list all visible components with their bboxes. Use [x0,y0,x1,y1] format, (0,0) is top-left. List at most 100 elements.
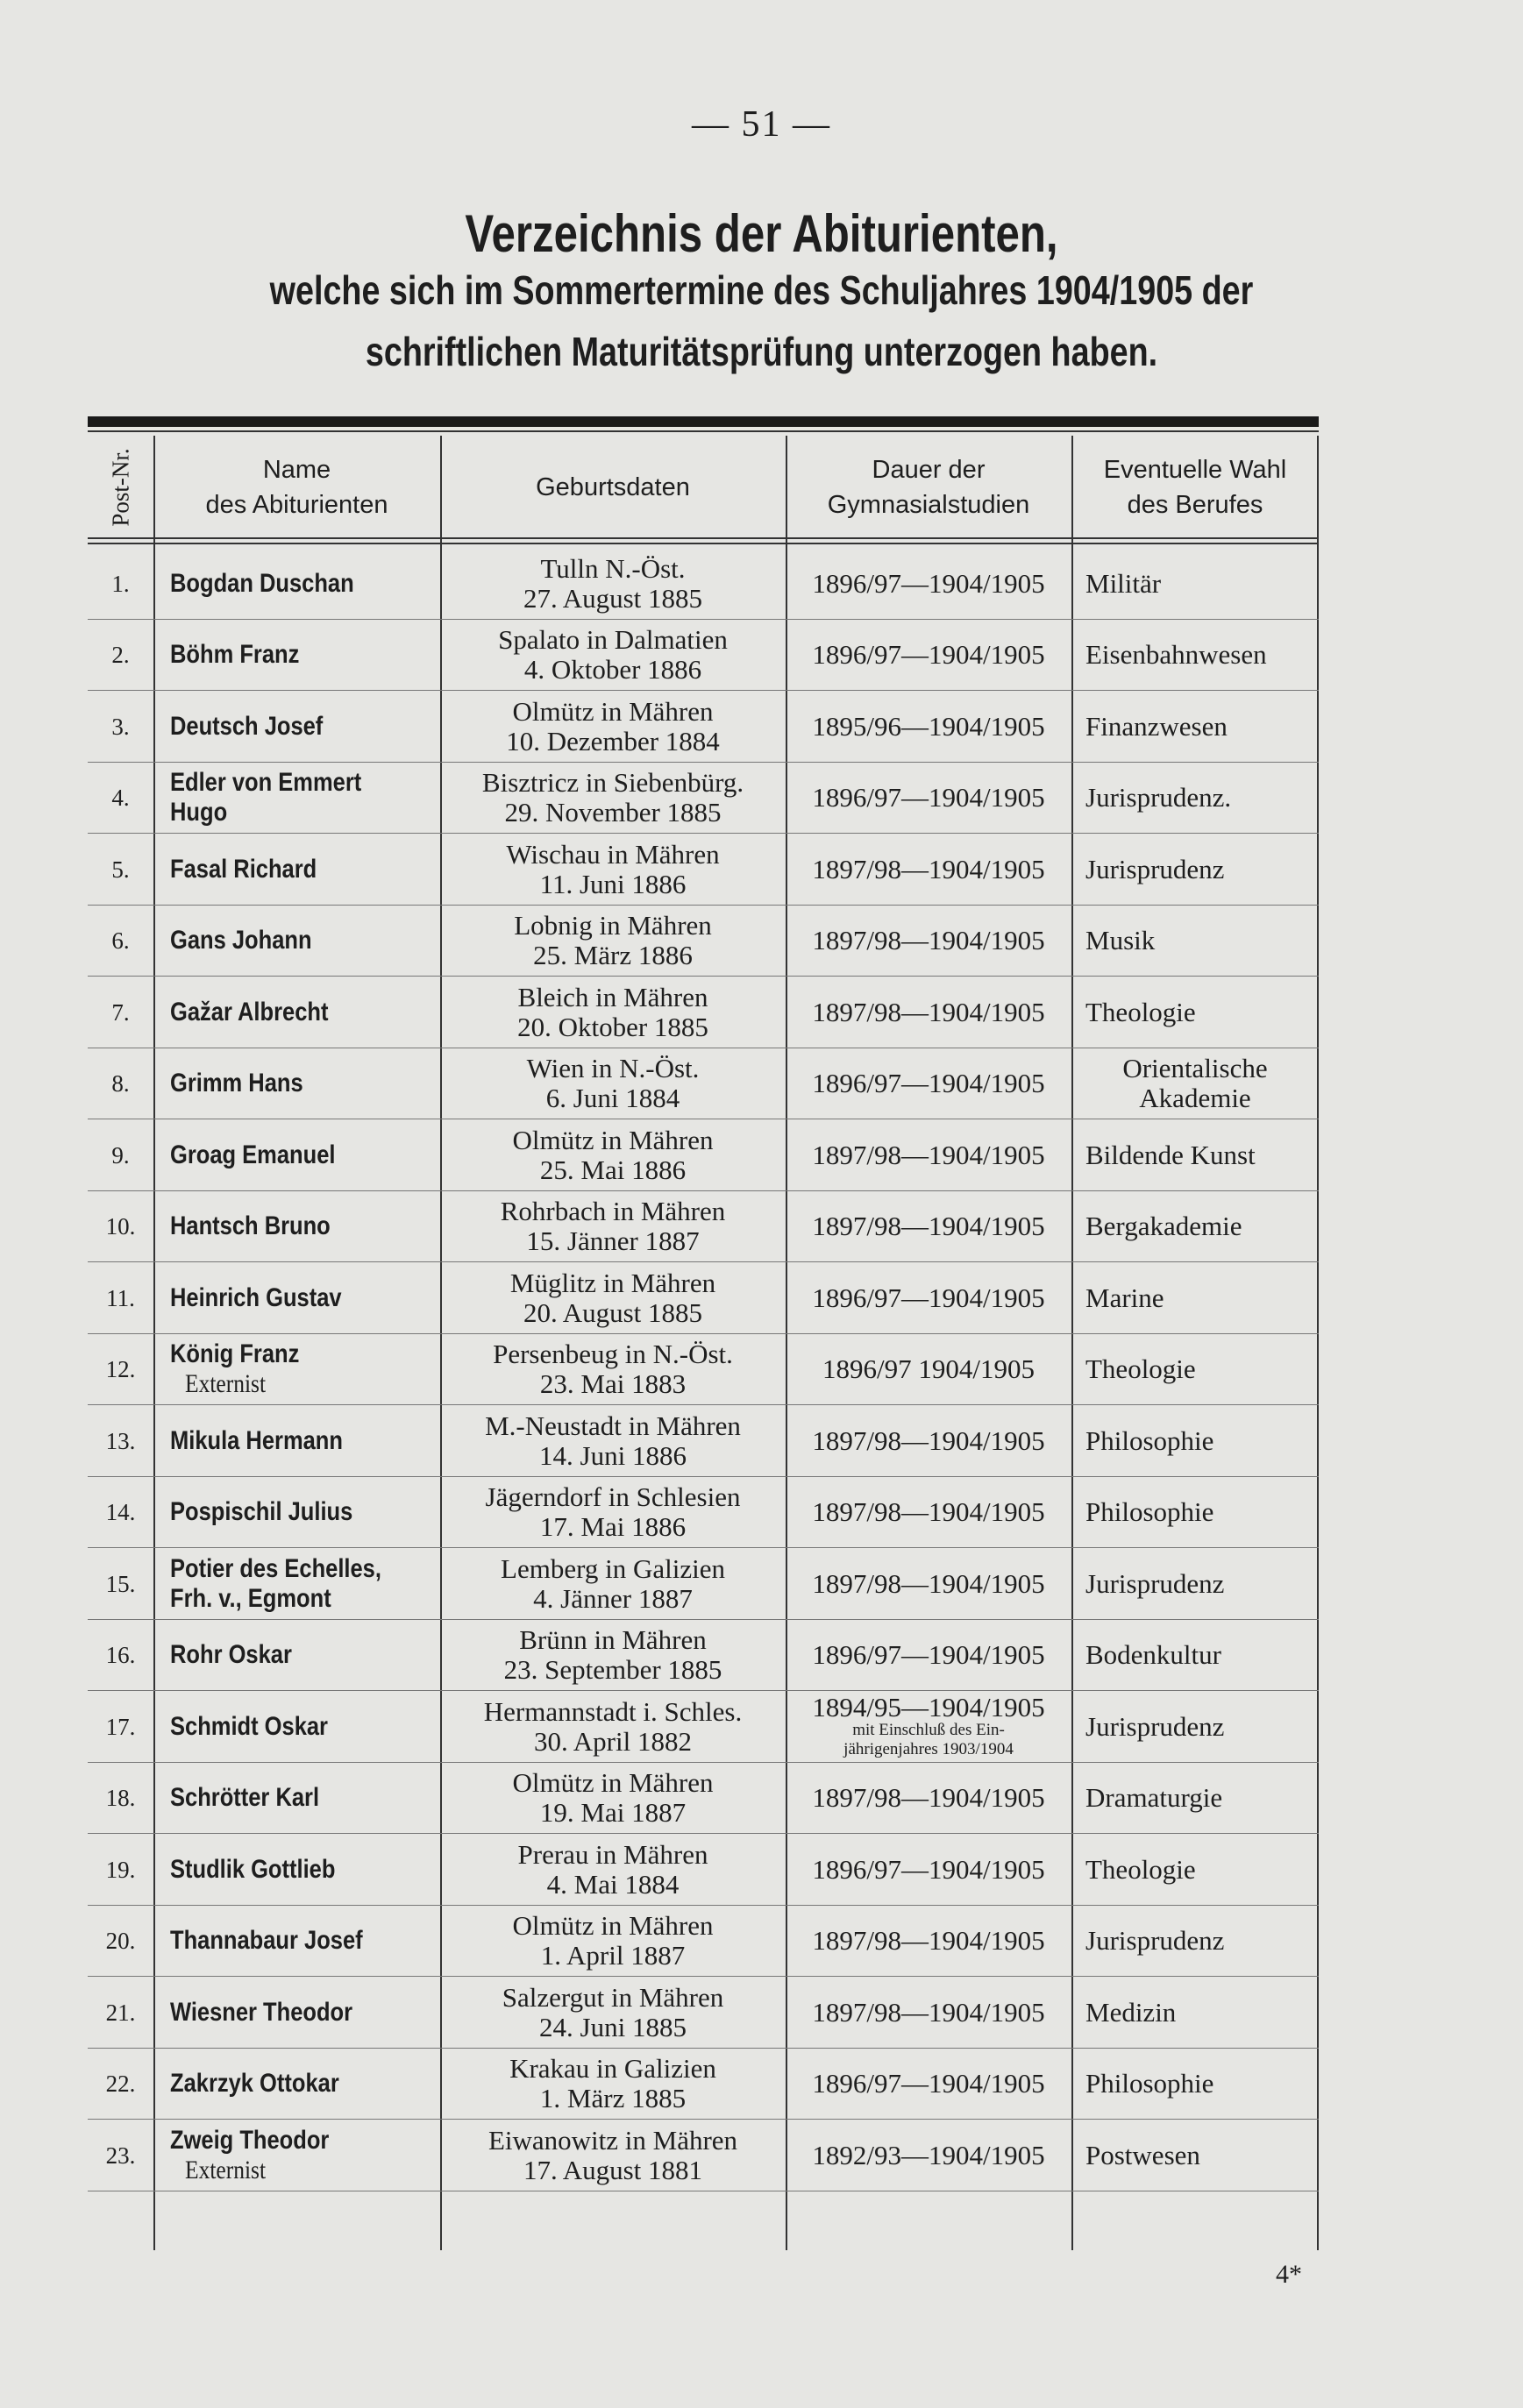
birth-data: M.-Neustadt in Mähren 14. Juni 1886 [440,1405,786,1477]
profession: Theologie [1071,1834,1319,1906]
top-rule [88,416,1319,427]
table-row: 3. Deutsch Josef Olmütz in Mähren 10. De… [88,691,1319,763]
top-rule-thin [88,430,1319,432]
row-divider [88,1404,1319,1405]
duration: 1892/93—1904/1905 [812,2139,1045,2170]
profession-text: Medizin [1085,1996,1177,2028]
graduate-name: Grimm Hans [158,1048,509,1120]
row-divider [88,904,1319,906]
name-line: Rohr Oskar [170,1640,292,1670]
row-divider [88,1761,1319,1763]
row-number: 20. [88,1906,153,1978]
birth-data: Jägerndorf in Schlesien 17. Mai 1886 [440,1477,786,1549]
profession: Philosophie [1071,1405,1319,1477]
birth-place: Olmütz in Mähren [512,1910,714,1942]
study-duration: 1897/98—1904/1905 [786,1906,1071,1978]
row-number: 6. [88,906,153,977]
duration: 1894/95—1904/1905 [812,1691,1045,1723]
birth-date: 10. Dezember 1884 [506,725,720,756]
header-duration-l2: Gymnasialstudien [827,491,1030,519]
row-number: 5. [88,834,153,906]
row-divider [88,976,1319,977]
birth-place: Eiwanowitz in Mähren [488,2124,738,2156]
duration: 1896/97—1904/1905 [812,567,1045,599]
birth-data: Wischau in Mähren 11. Juni 1886 [440,834,786,906]
duration: 1897/98—1904/1905 [812,853,1045,884]
table-row: 9. Groag Emanuel Olmütz in Mähren 25. Ma… [88,1119,1319,1191]
row-number-text: 21. [105,1999,136,2026]
birth-data: Persenbeug in N.-Öst. 23. Mai 1883 [440,1334,786,1406]
col-divider [440,436,442,2250]
profession: Jurisprudenz. [1071,763,1319,835]
profession: Musik [1071,906,1319,977]
row-divider [88,1547,1319,1548]
row-number: 8. [88,1048,153,1120]
duration: 1897/98—1904/1905 [812,1996,1045,2028]
page-title: Verzeichnis der Abiturienten, [465,204,1058,263]
birth-date: 20. Oktober 1885 [517,1011,708,1042]
birth-date: 11. Juni 1886 [539,868,687,899]
row-divider [88,1190,1319,1191]
name-line: Zweig Theodor [170,2125,330,2155]
study-duration: 1897/98—1904/1905 [786,1977,1071,2049]
col-divider [786,436,787,2250]
birth-place: Bleich in Mähren [517,981,708,1012]
row-number-text: 19. [105,1856,136,1883]
table-row: 4. Edler von Emmert Hugo Bisztricz in Si… [88,763,1319,835]
birth-date: 17. Mai 1886 [539,1511,687,1543]
table-row: 5. Fasal Richard Wischau in Mähren 11. J… [88,834,1319,906]
profession: Theologie [1071,1334,1319,1406]
row-number: 12. [88,1334,153,1406]
profession: Bergakademie [1071,1191,1319,1263]
graduate-name: Zweig Theodor Externist [158,2120,509,2191]
row-number: 4. [88,763,153,835]
header-profession-l1: Eventuelle Wahl [1103,456,1287,484]
table-row: 21. Wiesner Theodor Salzergut in Mähren … [88,1977,1319,2049]
profession: Philosophie [1071,1477,1319,1549]
birth-date: 27. August 1885 [523,582,703,614]
profession-text: Marine [1085,1282,1164,1313]
header-rule-2 [88,543,1319,544]
row-number-text: 8. [111,1070,130,1097]
duration: 1896/97—1904/1905 [812,782,1045,813]
study-duration: 1897/98—1904/1905 [786,906,1071,977]
birth-data: Spalato in Dalmatien 4. Oktober 1886 [440,620,786,692]
birth-place: Lobnig in Mähren [514,910,712,941]
duration: 1896/97 1904/1905 [822,1353,1035,1385]
birth-date: 14. Juni 1886 [539,1439,687,1471]
row-number-text: 6. [111,927,130,955]
name-line: Hantsch Bruno [170,1211,331,1241]
birth-data: Lobnig in Mähren 25. März 1886 [440,906,786,977]
study-duration: 1896/97—1904/1905 [786,1834,1071,1906]
row-number: 14. [88,1477,153,1549]
table-row: 19. Studlik Gottlieb Prerau in Mähren 4.… [88,1834,1319,1906]
name-line: Grimm Hans [170,1069,303,1098]
study-duration: 1897/98—1904/1905 [786,1477,1071,1549]
table-row: 14. Pospischil Julius Jägerndorf in Schl… [88,1477,1319,1549]
birth-data: Salzergut in Mähren 24. Juni 1885 [440,1977,786,2049]
profession-text: Jurisprudenz [1085,1925,1225,1957]
signature-mark: 4* [1276,2260,1302,2289]
birth-place: Jägerndorf in Schlesien [485,1481,741,1513]
row-number-text: 3. [111,713,130,740]
study-duration: 1896/97—1904/1905 [786,1048,1071,1120]
graduate-name: Mikula Hermann [158,1405,509,1477]
table-row: 12. König Franz Externist Persenbeug in … [88,1334,1319,1406]
study-duration: 1897/98—1904/1905 [786,977,1071,1048]
row-number-text: 15. [105,1570,136,1597]
row-number-text: 5. [111,856,130,883]
header-nr: Post-Nr. [107,448,134,527]
row-number-text: 17. [105,1713,136,1740]
birth-place: M.-Neustadt in Mähren [485,1410,741,1441]
graduate-name: Potier des Echelles, Frh. v., Egmont [158,1548,509,1620]
birth-place: Wischau in Mähren [506,838,720,870]
row-number-text: 18. [105,1785,136,1812]
birth-place: Olmütz in Mähren [512,1124,714,1155]
birth-date: 1. März 1885 [539,2083,687,2114]
birth-data: Rohrbach in Mähren 15. Jänner 1887 [440,1191,786,1263]
graduate-name: Bogdan Duschan [158,548,509,620]
profession-text: Bodenkultur [1085,1639,1221,1671]
profession-text: Philosophie [1085,2068,1214,2099]
birth-place: Spalato in Dalmatien [498,624,728,656]
row-divider [88,1690,1319,1691]
